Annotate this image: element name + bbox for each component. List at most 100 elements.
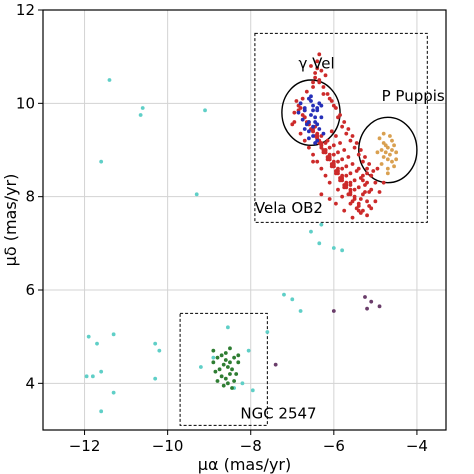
point-p_puppis [385, 171, 390, 176]
point-vela_ob2 [331, 164, 336, 169]
point-p_puppis [392, 143, 396, 148]
point-gamma_vel [309, 99, 313, 103]
point-field [99, 409, 104, 414]
y-tick-label: 4 [25, 374, 35, 392]
y-axis-label: μδ (mas/yr) [1, 174, 20, 267]
annotation-label: P Puppis [382, 87, 445, 105]
point-vela_ob2 [344, 131, 349, 136]
y-tick-label: 12 [16, 1, 35, 19]
point-gamma_vel [311, 134, 315, 138]
x-tick-label: −8 [240, 437, 262, 455]
point-vela_ob2 [323, 150, 328, 155]
data-points [84, 52, 399, 414]
point-vela_ob2 [350, 162, 355, 166]
point-vela_ob2 [373, 180, 378, 185]
point-vela_ob2 [352, 187, 357, 192]
point-vela_ob2 [340, 194, 345, 199]
y-tick-label: 10 [16, 94, 35, 112]
point-vela_ob2 [367, 162, 372, 166]
annotations: γ Vel P Puppis Vela OB2 NGC 2547 [240, 54, 445, 422]
point-vela_ob2 [329, 99, 334, 103]
dashed-region-box [254, 32, 428, 223]
point-vela_ob2 [356, 152, 361, 157]
point-vela_ob2 [358, 211, 363, 215]
point-purple [363, 295, 367, 299]
dashed-region-box [179, 312, 268, 426]
point-vela_ob2 [348, 192, 353, 197]
point-vela_ob2 [369, 173, 374, 178]
point-gamma_vel [306, 120, 311, 124]
point-field [107, 78, 112, 82]
point-vela_ob2 [327, 197, 332, 201]
point-purple [369, 299, 374, 304]
point-purple [377, 304, 382, 309]
point-gamma_vel [313, 115, 318, 120]
point-vela_ob2 [381, 180, 386, 185]
point-field [250, 388, 255, 393]
point-vela_ob2 [311, 129, 315, 134]
point-vela_ob2 [352, 197, 357, 201]
point-p_puppis [394, 150, 399, 155]
point-vela_ob2 [338, 176, 342, 180]
point-field [153, 376, 158, 381]
point-gamma_vel [309, 94, 313, 99]
point-vela_ob2 [365, 180, 369, 185]
point-ngc2547 [215, 379, 220, 383]
point-field [99, 159, 104, 164]
point-ngc2547 [230, 367, 234, 372]
point-ngc2547 [236, 360, 241, 365]
point-vela_ob2 [331, 143, 336, 148]
point-vela_ob2 [319, 166, 324, 171]
point-ngc2547 [228, 346, 232, 351]
point-vela_ob2 [321, 92, 326, 96]
point-p_puppis [388, 134, 392, 138]
point-ngc2547 [213, 369, 218, 374]
point-vela_ob2 [317, 80, 322, 85]
point-vela_ob2 [361, 178, 365, 183]
point-field [265, 330, 270, 334]
point-vela_ob2 [361, 159, 365, 164]
point-vela_ob2 [334, 169, 338, 173]
point-gamma_vel [311, 103, 315, 108]
point-ngc2547 [219, 374, 224, 379]
point-vela_ob2 [338, 141, 342, 145]
point-field [140, 106, 145, 110]
point-ngc2547 [223, 351, 228, 355]
point-field [95, 341, 99, 346]
point-field [211, 355, 216, 360]
annotation-label: Vela OB2 [255, 199, 323, 217]
point-field [84, 374, 89, 379]
point-vela_ob2 [365, 171, 369, 176]
point-gamma_vel [302, 108, 307, 113]
point-ngc2547 [223, 376, 228, 381]
point-ngc2547 [215, 355, 220, 360]
plot-frame [42, 9, 447, 431]
point-p_puppis [390, 159, 394, 164]
point-p_puppis [388, 152, 392, 157]
point-vela_ob2 [329, 129, 334, 134]
point-field [99, 369, 104, 374]
point-p_puppis [385, 166, 390, 171]
point-vela_ob2 [300, 96, 305, 101]
point-gamma_vel [306, 136, 311, 141]
point-ngc2547 [225, 365, 230, 369]
point-vela_ob2 [331, 152, 336, 157]
point-vela_ob2 [306, 145, 311, 150]
point-vela_ob2 [365, 199, 369, 204]
point-vela_ob2 [292, 110, 297, 115]
point-vela_ob2 [348, 201, 353, 206]
point-vela_ob2 [367, 204, 372, 208]
point-vela_ob2 [319, 143, 324, 148]
point-field [319, 222, 324, 227]
point-field [90, 374, 95, 379]
point-p_puppis [381, 131, 386, 136]
point-vela_ob2 [352, 178, 357, 183]
point-vela_ob2 [323, 173, 328, 178]
point-vela_ob2 [340, 157, 345, 162]
point-vela_ob2 [340, 166, 345, 171]
point-field [340, 248, 345, 253]
point-field [198, 365, 203, 369]
point-vela_ob2 [344, 173, 349, 178]
point-field [225, 325, 230, 330]
point-vela_ob2 [375, 166, 380, 171]
